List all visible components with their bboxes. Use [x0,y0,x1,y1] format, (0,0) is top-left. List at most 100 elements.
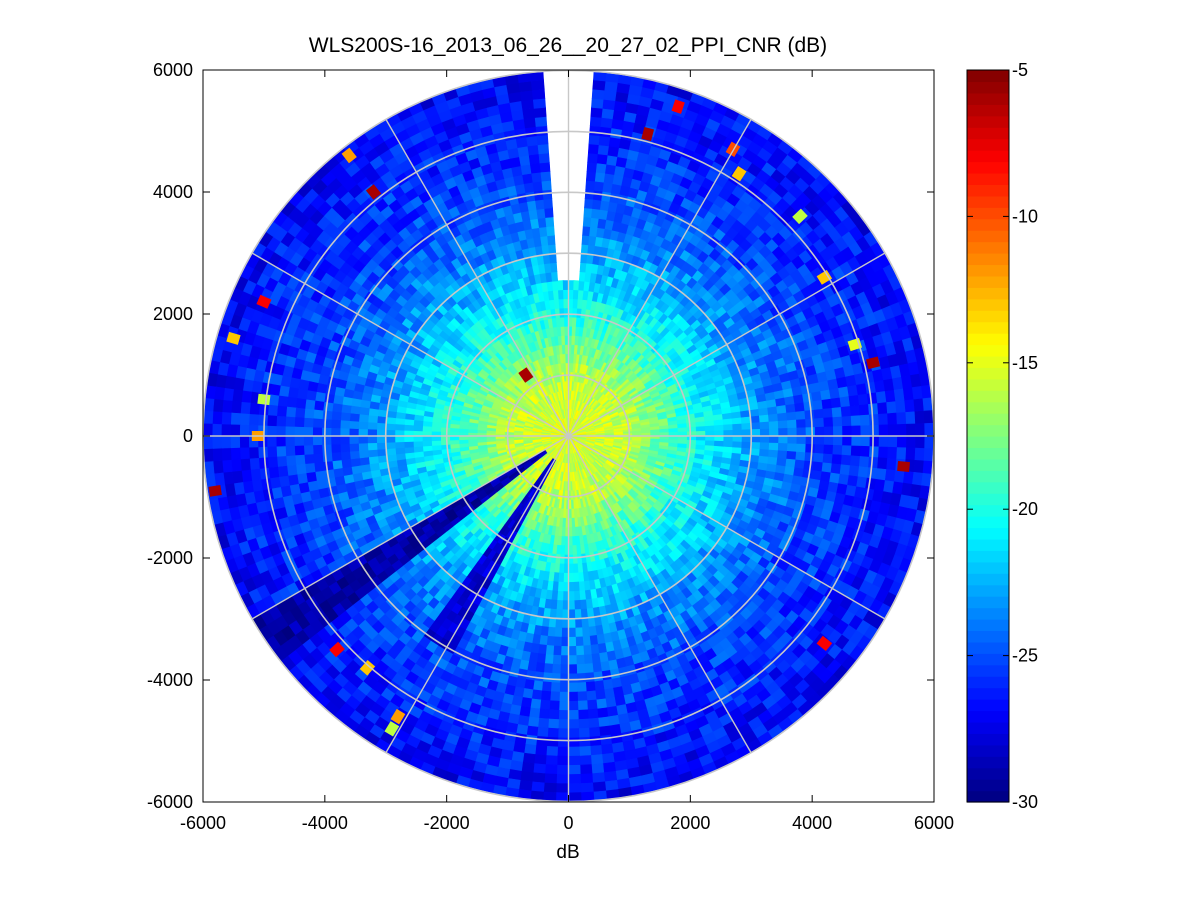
heatmap-cell [584,663,594,674]
heatmap-cell [386,453,397,462]
heatmap-cell [557,572,565,583]
heatmap-cell [557,289,565,300]
heatmap-cell [695,430,706,437]
heatmap-cell [376,448,388,457]
heatmap-cell [403,424,414,431]
heatmap-cell [713,419,724,427]
heatmap-cell [568,636,577,647]
heatmap-cell [776,405,787,415]
heatmap-cell [785,403,797,414]
heatmap-cell [385,429,396,437]
heatmap-cell [814,435,825,446]
heatmap-cell [561,335,566,346]
heatmap-cell [731,417,743,425]
heatmap-cell [312,408,324,420]
heatmap-cell [331,451,342,462]
heatmap-cell [814,417,825,428]
heatmap-cell [330,427,341,437]
heatmap-cell [713,424,725,432]
heatmap-cell [796,435,807,445]
heatmap-cell [546,635,555,647]
heatmap-cell [559,673,569,684]
heatmap-cell [758,449,770,458]
heatmap-cell [668,427,679,433]
heatmap-cell [740,410,751,419]
heatmap-cell [533,671,545,683]
heatmap-cell [568,600,575,611]
heatmap-cell [523,181,535,194]
heatmap-cell [723,424,734,431]
heatmap-cell [560,325,566,336]
heatmap-cell [340,403,352,414]
heatmap-cell [576,682,587,693]
heatmap-cell [358,413,369,423]
heatmap-cell [593,680,605,692]
heatmap-cell [413,445,424,453]
heatmap-cell [340,411,351,422]
heatmap-cell [575,645,585,656]
heatmap-cell [322,409,333,420]
heatmap-cell [750,435,761,444]
heatmap-cell [568,664,578,675]
heatmap-cell [348,420,360,430]
heatmap-cell [677,427,688,433]
heatmap-cell [796,419,807,429]
heatmap-cell [563,572,569,583]
heatmap-cell [568,280,575,291]
heatmap-cell [574,627,583,638]
heatmap-cell [376,442,387,450]
heatmap-cell [394,441,405,449]
heatmap-cell [786,419,798,429]
heatmap-cell [740,416,752,425]
heatmap-cell [543,663,553,674]
heatmap-cell [385,435,396,443]
heatmap-cell [599,660,611,672]
heatmap-cell [795,410,806,421]
heatmap-cell [695,435,706,442]
heatmap-cell [431,440,442,446]
heatmap-cell [341,466,353,477]
heatmap-cell [449,439,460,445]
heatmap-cell [591,653,601,664]
heatmap-cell [367,414,379,423]
heatmap-cell [686,426,697,433]
heatmap-cell [559,316,566,327]
heatmap-cell [557,280,564,291]
heatmap-cell [358,442,369,452]
heatmap-cell [542,189,553,200]
heatmap-cell [546,225,555,237]
heatmap-cell [732,423,743,431]
heatmap-cell [812,461,824,473]
heatmap-cell [330,435,341,445]
heatmap-cell [805,435,816,445]
heatmap-cell [412,440,424,448]
heatmap-cell [741,435,752,443]
heatmap-cell [732,435,743,443]
heatmap-cell [741,441,752,450]
heatmap-cell [581,234,590,246]
heatmap-cell [348,442,360,452]
heatmap-cell [376,435,387,444]
heatmap-cell [602,678,614,691]
heatmap-cell [582,644,592,656]
heatmap-cell [805,418,816,429]
heatmap-cell [552,289,560,300]
heatmap-cell [544,207,554,218]
heatmap-cell [787,435,798,445]
heatmap-cell [568,572,574,583]
heatmap-cell [349,412,360,422]
heatmap-cell [704,420,715,427]
heatmap-cell [590,644,600,655]
heatmap-cell [578,581,586,592]
heatmap-cell [784,395,796,406]
heatmap-cell [568,591,575,602]
chart-title: WLS200S-16_2013_06_26__20_27_02_PPI_CNR … [309,34,827,57]
heatmap-cell [394,429,405,437]
heatmap-cell [556,599,564,611]
heatmap-cell [572,289,580,300]
heatmap-cell [551,280,559,291]
heatmap-cell [573,590,581,601]
heatmap-cell [554,618,563,629]
heatmap-cell [568,682,578,693]
heatmap-cell [793,394,805,405]
